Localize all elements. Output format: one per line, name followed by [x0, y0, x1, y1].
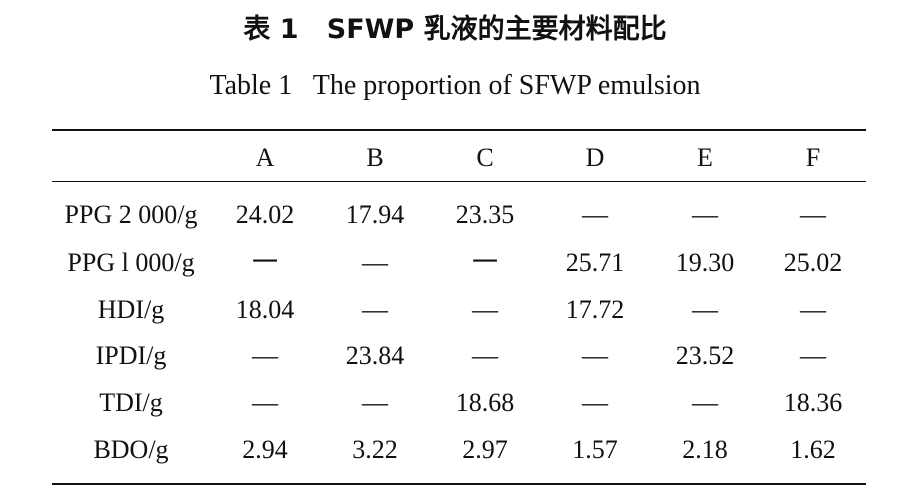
header-cell-b: B	[366, 143, 384, 172]
header-cell-c: C	[476, 143, 494, 172]
table-cell: 1.62	[790, 435, 836, 464]
table-cell: 3.22	[352, 435, 398, 464]
table-cell: 18.36	[783, 388, 843, 417]
table-row: BDO/g 2.94 3.22 2.97 1.57 2.18 1.62	[52, 427, 866, 473]
table-cell: 23.84	[345, 341, 405, 370]
table-cell: 23.52	[675, 341, 735, 370]
table-title-english: Table 1 The proportion of SFWP emulsion	[209, 70, 701, 101]
table-row: IPDI/g — 23.84 — — 23.52 —	[52, 333, 866, 379]
table-cell: —	[800, 341, 826, 370]
table-cell: —	[362, 388, 388, 417]
table-cell: —	[472, 341, 498, 370]
table-cell: 一	[471, 248, 498, 277]
table-cell: —	[252, 388, 278, 417]
table-row: PPG l 000/g 一 — 一 25.71 19.30 25.02	[52, 240, 866, 286]
table-cell: —	[252, 341, 278, 370]
table-cell: 一	[251, 248, 278, 277]
table-cell: 17.94	[345, 200, 405, 229]
table-cell: 25.71	[565, 248, 625, 277]
table-cell: 2.94	[242, 435, 288, 464]
table-cell: —	[692, 200, 718, 229]
table-cell: —	[472, 295, 498, 324]
table-cell: 25.02	[783, 248, 843, 277]
row-label: PPG l 000/g	[67, 248, 195, 277]
table-cell: —	[582, 388, 608, 417]
table-cell: —	[692, 388, 718, 417]
table-cell: 1.57	[572, 435, 618, 464]
row-label: HDI/g	[97, 295, 165, 324]
bottom-rule	[52, 483, 866, 485]
table-cell: 23.35	[455, 200, 515, 229]
table-cell: —	[800, 200, 826, 229]
table-cell: —	[582, 341, 608, 370]
top-rule	[52, 129, 866, 131]
header-cell-a: A	[255, 143, 275, 172]
header-cell-e: E	[697, 143, 713, 172]
row-label: PPG 2 000/g	[64, 200, 198, 229]
table-row: PPG 2 000/g 24.02 17.94 23.35 — — —	[52, 192, 866, 238]
row-label: BDO/g	[93, 435, 169, 464]
table-cell: 17.72	[565, 295, 625, 324]
table-cell: 18.68	[455, 388, 515, 417]
header-cell-f: F	[805, 143, 821, 172]
header-rule	[52, 181, 866, 182]
row-label: TDI/g	[99, 388, 163, 417]
header-cell-empty	[52, 135, 210, 181]
table-cell: 2.97	[462, 435, 508, 464]
table-cell: 18.04	[235, 295, 295, 324]
table-cell: —	[582, 200, 608, 229]
table-cell: —	[362, 248, 388, 277]
table-cell: 24.02	[235, 200, 295, 229]
table-cell: 2.18	[682, 435, 728, 464]
table-row: HDI/g 18.04 — — 17.72 — —	[52, 287, 866, 333]
table-row: TDI/g — — 18.68 — — 18.36	[52, 380, 866, 426]
table-cell: —	[362, 295, 388, 324]
table-title-chinese: 表 1 SFWP 乳液的主要材料配比	[243, 14, 667, 45]
table-cell: —	[800, 295, 826, 324]
row-label: IPDI/g	[95, 341, 167, 370]
header-cell-d: D	[585, 143, 605, 172]
table-cell: 19.30	[675, 248, 735, 277]
table-cell: —	[692, 295, 718, 324]
header-row: A B C D E F	[52, 135, 866, 181]
